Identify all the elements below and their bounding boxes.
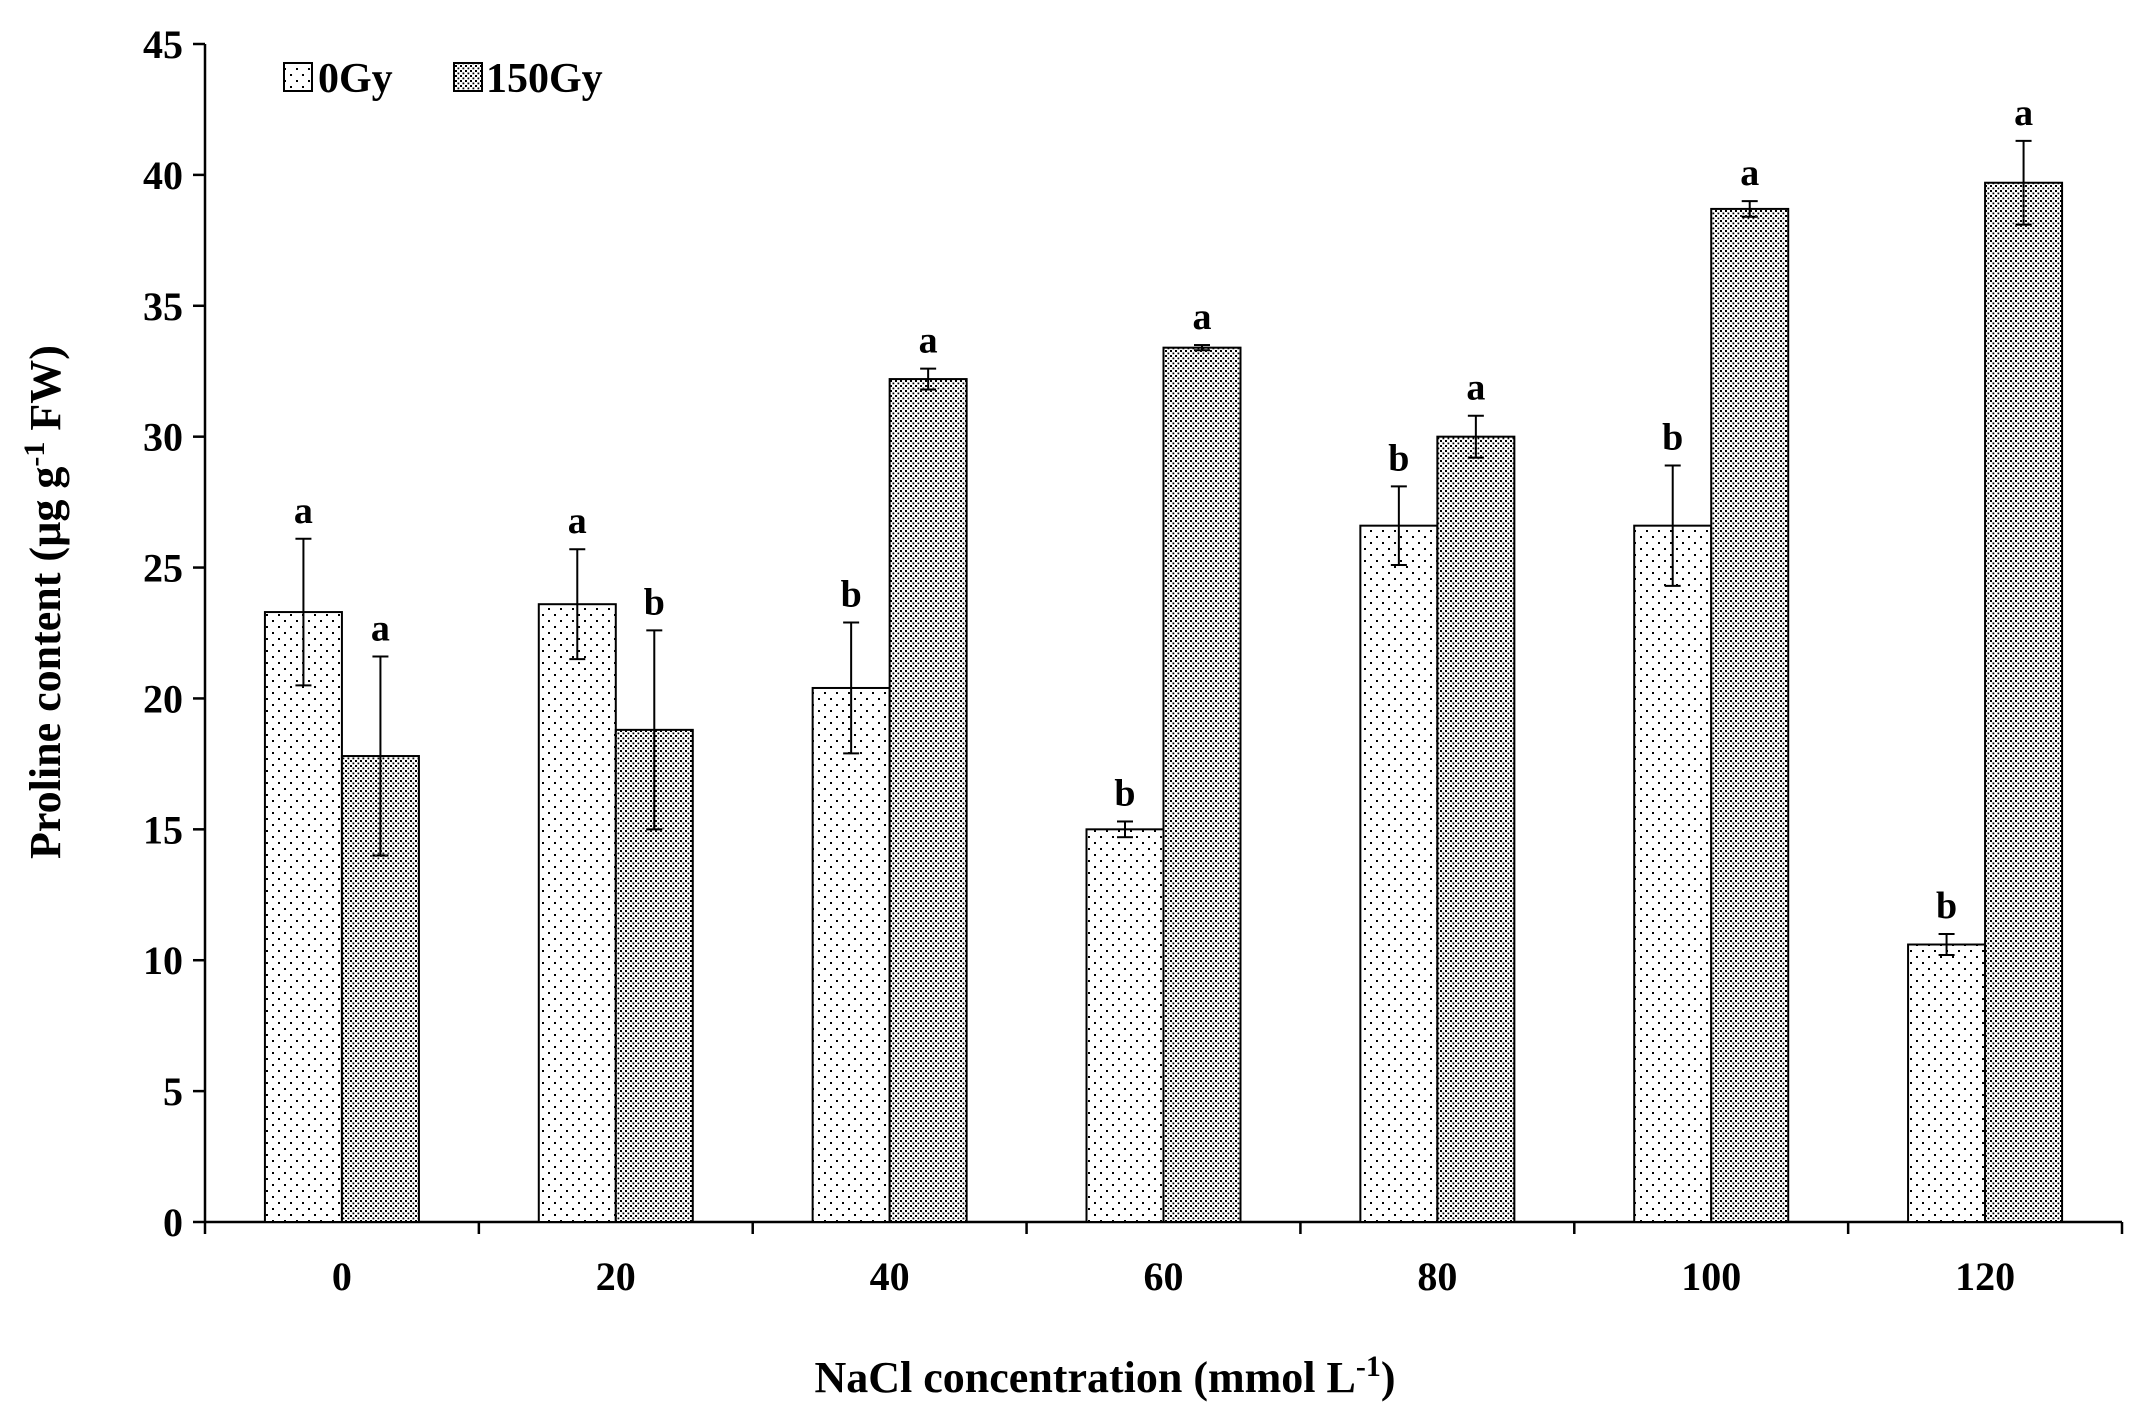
bar-0gy [1907, 943, 1987, 1223]
y-tick-label: 20 [143, 676, 183, 721]
y-tick-label: 10 [143, 938, 183, 983]
bar-150gy [888, 378, 968, 1223]
x-tick-label: 100 [1681, 1254, 1741, 1299]
significance-label-0gy: a [568, 500, 587, 542]
bar-150gy [1162, 346, 1242, 1223]
bar-0gy [811, 686, 891, 1223]
significance-label-150gy: a [1740, 152, 1759, 194]
y-tick-label: 25 [143, 546, 183, 591]
significance-label-0gy: b [1388, 437, 1409, 479]
legend: 0Gy 150Gy [283, 56, 603, 102]
significance-label-0gy: b [841, 574, 862, 616]
y-tick-label: 45 [143, 22, 183, 67]
y-axis: 0 5 10 15 20 25 30 35 40 45 [143, 22, 207, 1245]
significance-labels-group: a a b b b b b a b a a a a a [294, 92, 2033, 927]
y-tick-label: 40 [143, 153, 183, 198]
bar-150gy [1984, 181, 2064, 1224]
significance-label-0gy: b [1662, 416, 1683, 458]
y-tick-label: 30 [143, 415, 183, 460]
y-tick-label: 0 [163, 1200, 183, 1245]
bar-150gy [1710, 207, 1790, 1224]
x-axis: 0 20 40 60 80 100 120 [203, 1220, 2124, 1299]
bar-0gy [1359, 524, 1439, 1223]
significance-label-150gy: b [644, 581, 665, 623]
bar-0gy [263, 611, 343, 1223]
legend-swatch-0gy [283, 62, 313, 92]
bar-150gy [1436, 435, 1516, 1223]
y-axis-title: Proline content (µg g-1 FW) [18, 345, 70, 859]
significance-label-150gy: a [1193, 296, 1212, 338]
significance-label-150gy: a [1466, 367, 1485, 409]
significance-label-0gy: b [1936, 885, 1957, 927]
y-tick-label: 5 [163, 1069, 183, 1114]
x-tick-label: 120 [1955, 1254, 2015, 1299]
x-tick-label: 20 [596, 1254, 636, 1299]
x-axis-title: NaCl concentration (mmol L-1) [814, 1350, 1395, 1402]
bar-0gy [1633, 524, 1713, 1223]
y-tick-label: 35 [143, 284, 183, 329]
legend-label-0gy: 0Gy [318, 56, 393, 102]
x-tick-label: 40 [870, 1254, 910, 1299]
bar-0gy [1085, 828, 1165, 1223]
significance-label-150gy: a [371, 608, 390, 650]
bars-group [263, 181, 2064, 1224]
x-tick-label: 0 [332, 1254, 352, 1299]
y-tick-label: 15 [143, 807, 183, 852]
legend-swatch-150gy [453, 62, 483, 92]
bar-0gy [537, 603, 617, 1223]
x-tick-label: 60 [1144, 1254, 1184, 1299]
significance-label-150gy: a [2014, 92, 2033, 134]
legend-label-150gy: 150Gy [486, 56, 603, 102]
x-tick-label: 80 [1417, 1254, 1457, 1299]
significance-label-150gy: a [919, 320, 938, 362]
error-bars-group [295, 139, 2032, 956]
significance-label-0gy: a [294, 490, 313, 532]
significance-label-0gy: b [1114, 772, 1135, 814]
